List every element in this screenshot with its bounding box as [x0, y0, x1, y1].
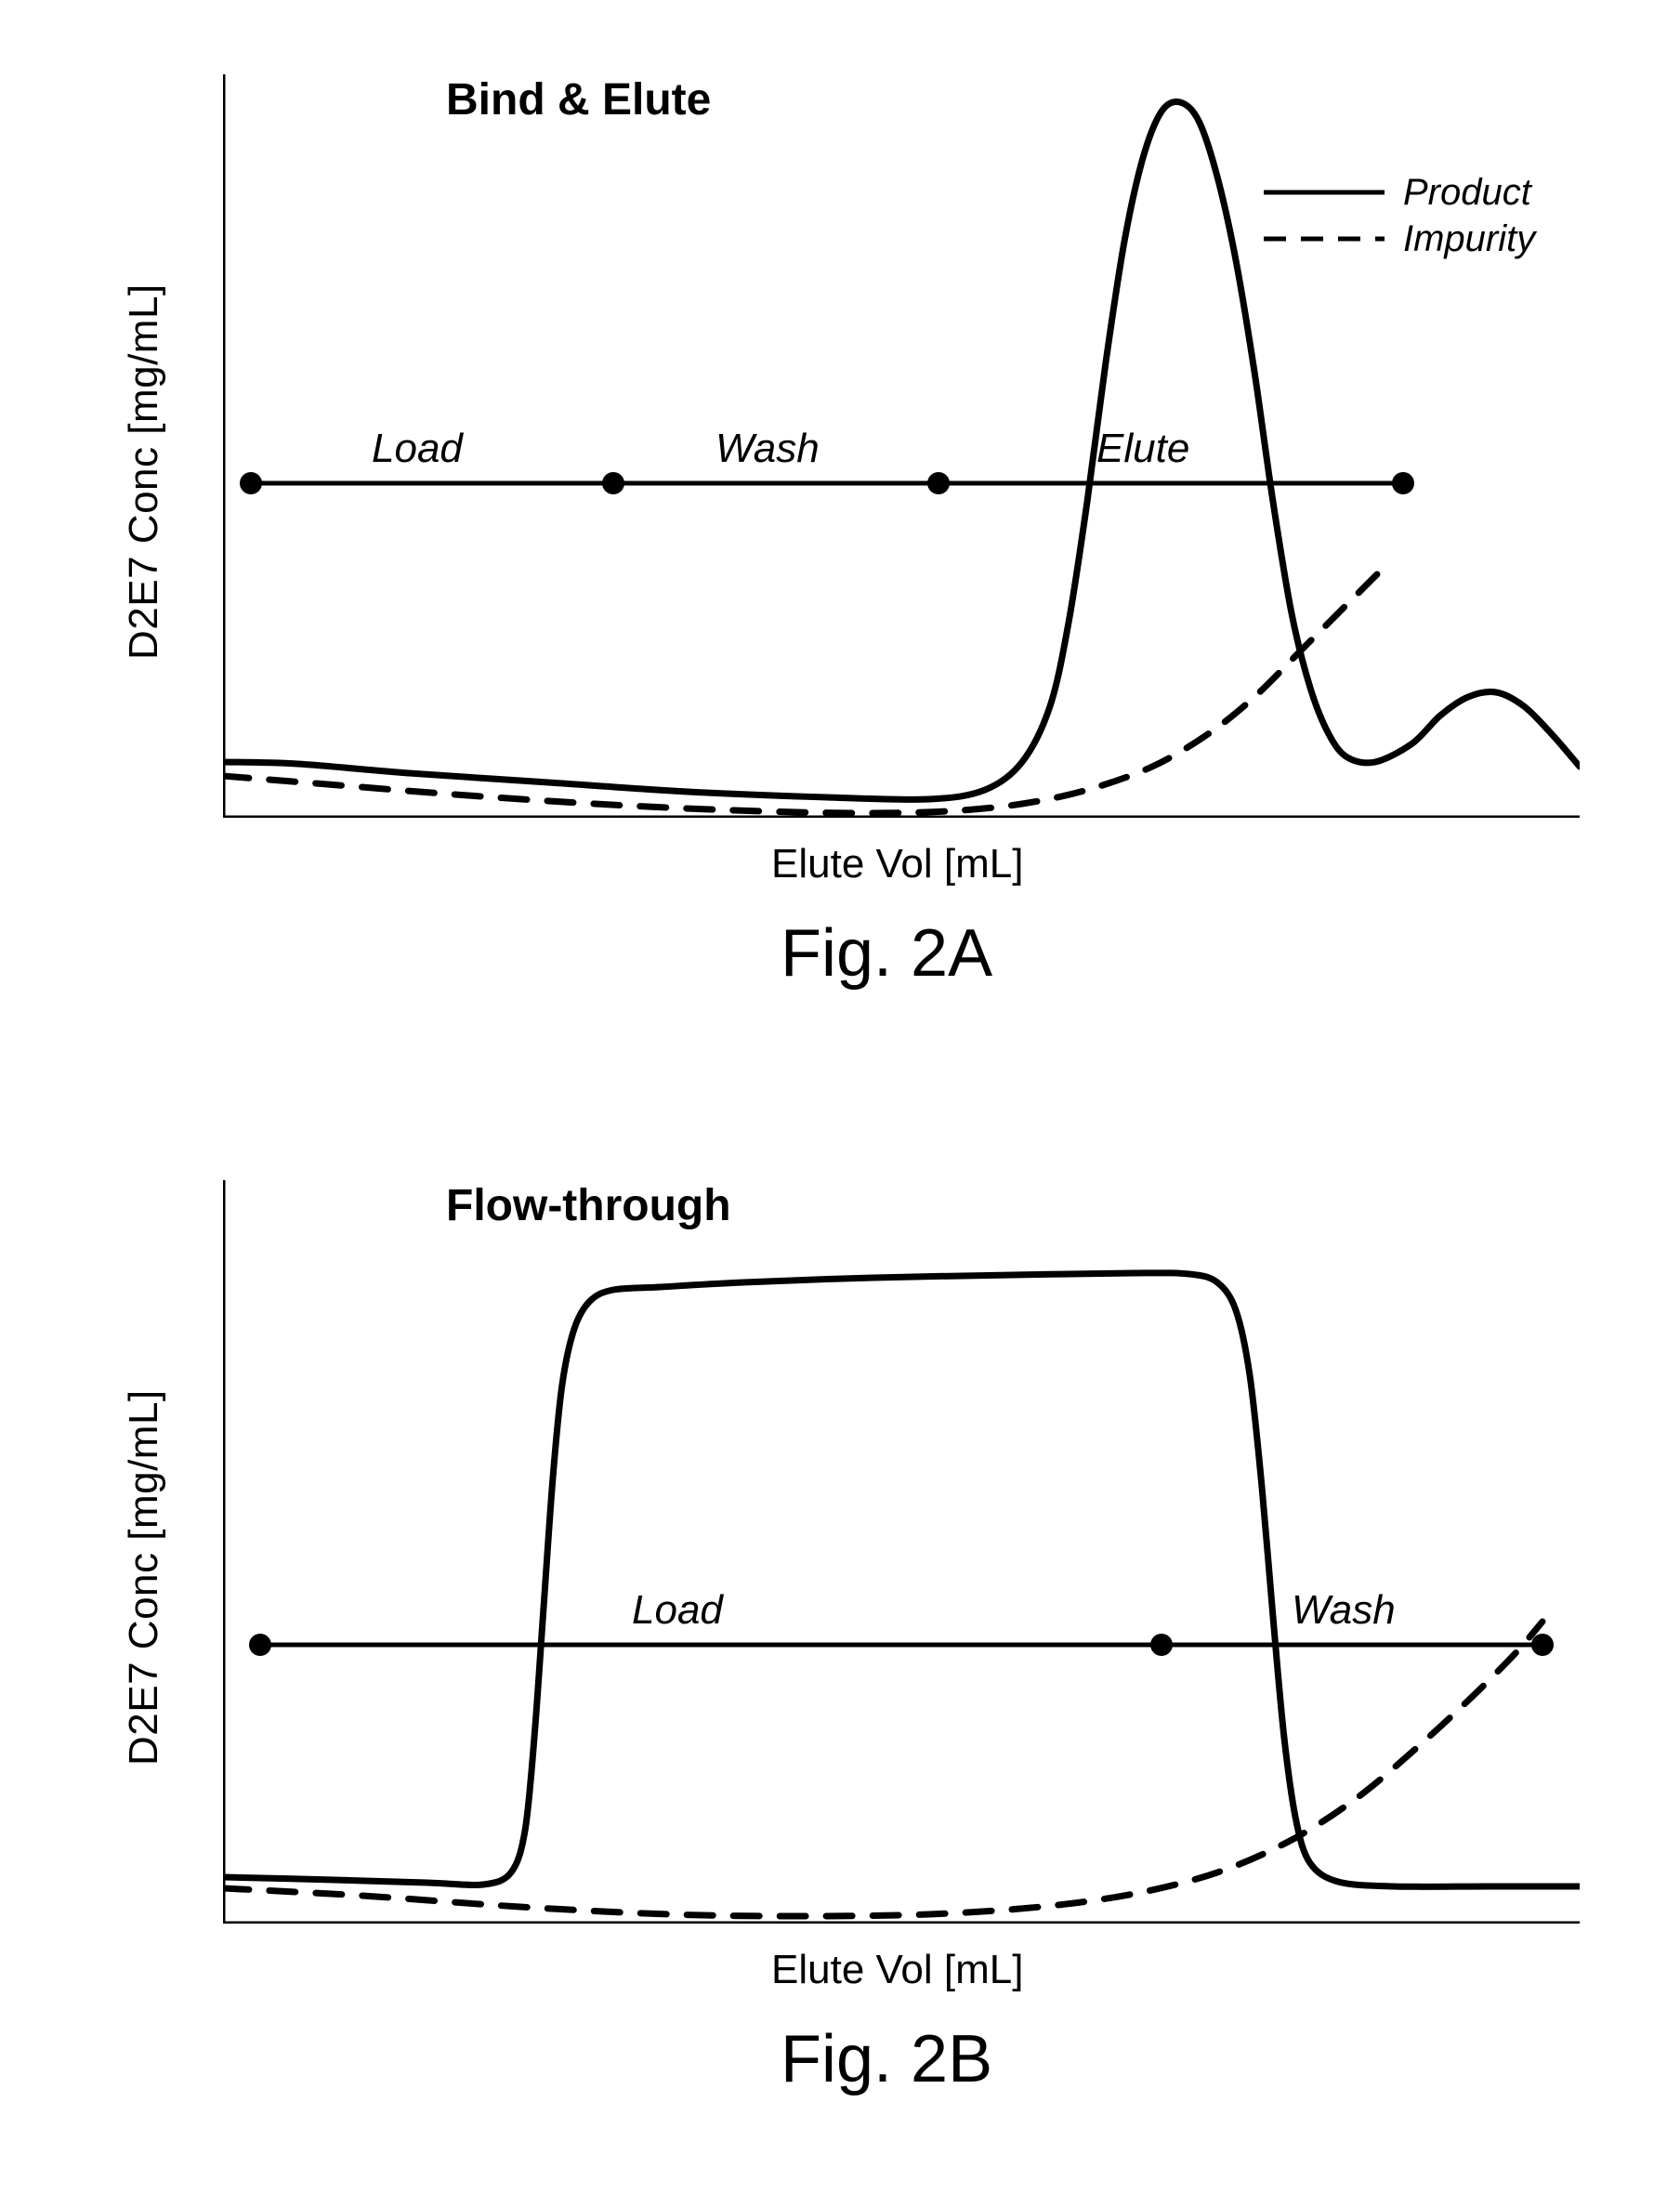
x-axis-label-b: Elute Vol [mL] — [771, 1947, 1023, 1993]
phase-labels-a: Load Wash Elute — [223, 74, 1580, 818]
phase-label: Wash — [715, 426, 820, 472]
fig-label-a: Fig. 2A — [781, 915, 992, 992]
phase-label: Load — [372, 426, 463, 472]
panel-flow-through: D2E7 Conc [mg/mL] Flow-through LoadWash … — [74, 1143, 1598, 2128]
phase-label: Load — [632, 1587, 723, 1634]
y-axis-label-a: D2E7 Conc [mg/mL] — [121, 283, 167, 660]
phase-label: Elute — [1096, 426, 1189, 472]
phase-labels-b: Load Wash — [223, 1180, 1580, 1924]
page: D2E7 Conc [mg/mL] Bind & Elute Product I… — [0, 0, 1680, 2207]
phase-label: Wash — [1292, 1587, 1396, 1634]
panel-bind-elute: D2E7 Conc [mg/mL] Bind & Elute Product I… — [74, 37, 1598, 1022]
x-axis-label-a: Elute Vol [mL] — [771, 841, 1023, 887]
y-axis-label-b: D2E7 Conc [mg/mL] — [121, 1389, 167, 1766]
fig-label-b: Fig. 2B — [781, 2021, 992, 2097]
